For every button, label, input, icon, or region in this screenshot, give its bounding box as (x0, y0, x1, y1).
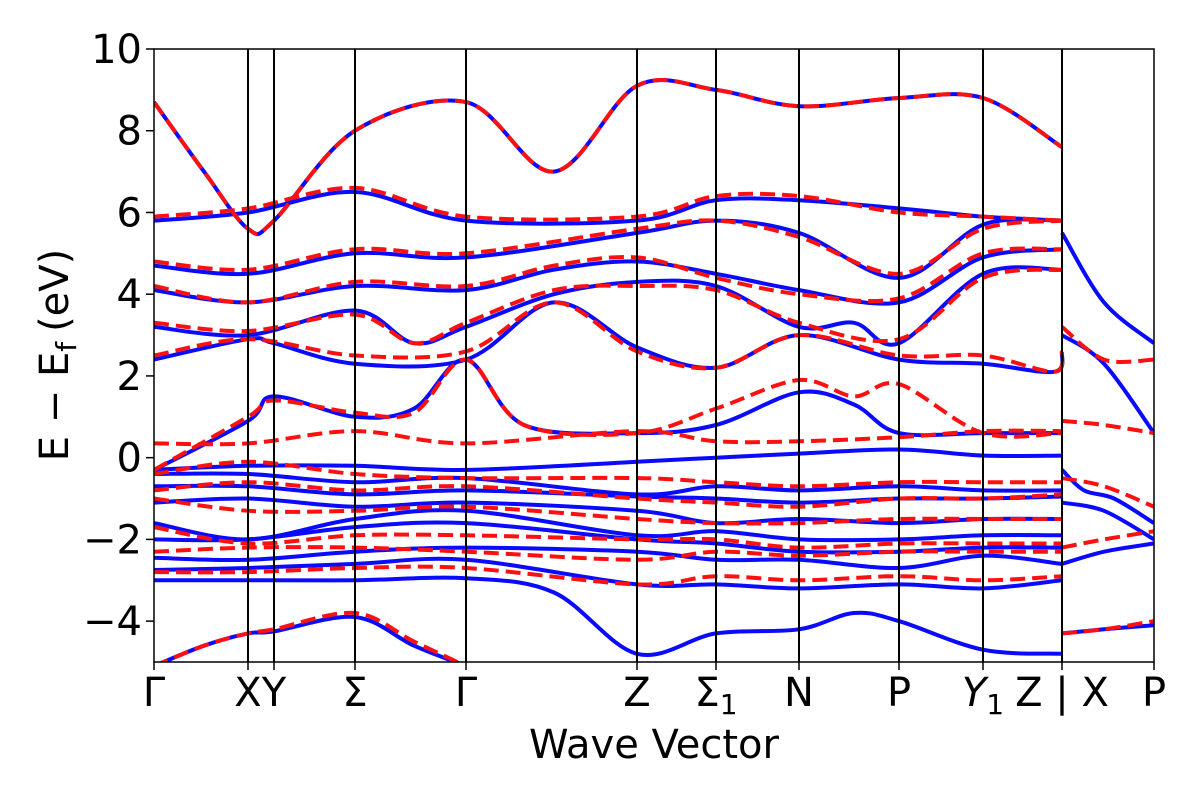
blue-band-5 (154, 508, 1063, 543)
y-tick-label-6: −2 (83, 517, 142, 563)
blue-band-14 (154, 217, 1063, 280)
blue-band-21 (1060, 333, 1154, 435)
y-axis-label: E − Ef (eV) (32, 249, 83, 462)
x-axis-ticks: Γ X Y Σ Γ Z Σ1 N P Y1 Z | X P (143, 662, 1166, 721)
red-band-5 (154, 480, 1063, 509)
blue-band-3 (154, 545, 1063, 571)
red-band-9 (154, 300, 1065, 374)
x-tick-label-10: Z | X (1015, 670, 1109, 716)
blue-band-18 (1061, 500, 1154, 542)
y-axis-label-main: E − E (32, 352, 78, 462)
blue-band-6 (154, 496, 1063, 526)
y-tick-label-4: 2 (117, 354, 142, 400)
red-band-1 (154, 564, 1063, 587)
red-band-17 (1061, 529, 1154, 550)
red-band-13 (154, 185, 1063, 223)
red-band-2 (154, 545, 1062, 562)
blue-band-15 (154, 189, 1063, 226)
red-band-15 (1061, 418, 1154, 436)
blue-band-11 (154, 300, 1065, 375)
high-symmetry-lines (247, 49, 1063, 662)
x-tick-label-7: N (784, 670, 814, 716)
red-band-16 (1061, 476, 1154, 509)
blue-band-0 (158, 614, 461, 662)
x-tick-label-5: Z (623, 670, 650, 716)
y-tick-label-1: 8 (117, 109, 142, 155)
red-band-4 (154, 496, 1062, 526)
y-tick-label-0: 10 (91, 27, 142, 73)
red-band-12 (154, 218, 1063, 276)
red-band-10 (154, 267, 1063, 346)
blue-band-2 (154, 556, 1063, 591)
red-band-18 (1061, 619, 1154, 636)
x-tick-label-4: Γ (455, 670, 478, 716)
x-tick-label-1: X (234, 670, 261, 716)
x-tick-label-0: Γ (143, 670, 166, 716)
red-band-6 (154, 459, 1062, 489)
y-axis-ticks: 10 8 6 4 2 0 −2 −4 (83, 27, 154, 645)
plot-area (153, 48, 1155, 663)
red-band-0 (158, 610, 462, 662)
blue-band-1 (154, 575, 1063, 657)
y-tick-label-2: 6 (117, 190, 142, 236)
y-tick-label-3: 4 (117, 272, 142, 318)
blue-band-19 (1061, 541, 1154, 566)
x-tick-label-6: Σ1 (694, 670, 737, 721)
x-tick-label-2: Y (261, 670, 287, 716)
red-band-19 (1060, 325, 1154, 364)
y-axis-label-sub: f (50, 341, 83, 352)
blue-band-12 (154, 265, 1063, 347)
x-tick-label-11: P (1142, 670, 1166, 716)
red-band-11 (154, 246, 1063, 305)
x-axis-label: Wave Vector (529, 722, 780, 768)
red-band-3 (154, 525, 1062, 550)
blue-band-8 (154, 471, 1063, 497)
band-lines (154, 78, 1154, 662)
plot-frame (153, 48, 1155, 663)
red-band-7 (154, 428, 1063, 447)
blue-band-10 (154, 357, 1062, 472)
blue-band-17 (1060, 468, 1154, 525)
x-tick-label-9: Y1 (962, 670, 1004, 721)
blue-band-22 (1060, 231, 1154, 345)
red-band-8 (154, 357, 1063, 472)
y-axis-label-unit: (eV) (32, 249, 78, 332)
x-tick-label-8: P (887, 670, 911, 716)
y-tick-label-5: 0 (117, 436, 142, 482)
y-tick-label-7: −4 (83, 599, 142, 645)
x-tick-label-3: Σ (342, 670, 367, 716)
blue-band-9 (154, 447, 1063, 472)
